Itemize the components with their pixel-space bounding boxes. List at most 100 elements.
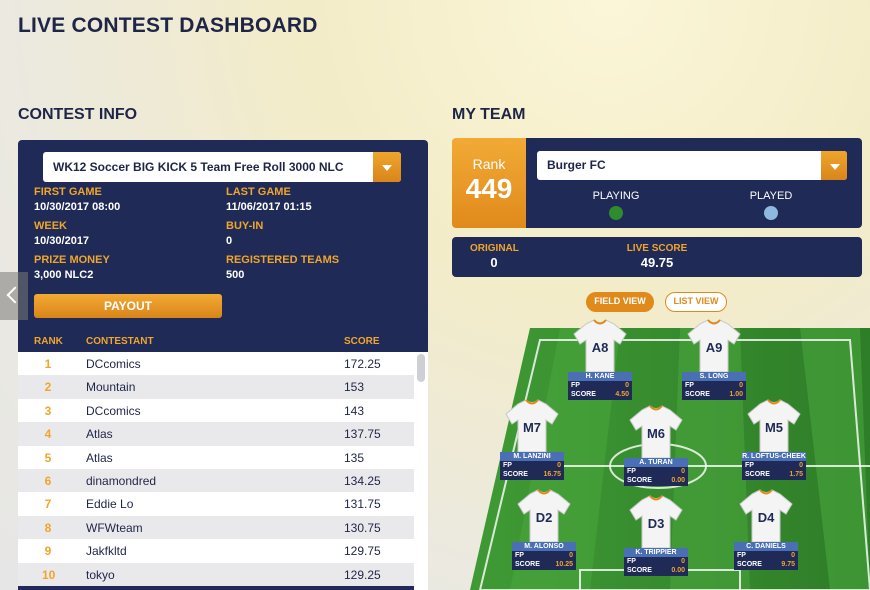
leaderboard-header: RANK CONTESTANT SCORE (18, 330, 428, 352)
row-score: 129.25 (344, 567, 381, 582)
row-score: 131.75 (344, 497, 381, 512)
score-label: SCORE (685, 391, 710, 398)
table-row[interactable]: 10 tokyo 129.25 (18, 562, 414, 586)
jersey-icon: M6 (629, 405, 683, 459)
player-stats: K. TRIPPIER FP 0 SCORE 0.00 (624, 548, 688, 576)
player-card[interactable]: A8 H. KANE FP 0 SCORE 4.50 (568, 318, 632, 400)
player-card[interactable]: D2 M. ALONSO FP 0 SCORE 10.25 (512, 488, 576, 570)
row-rank: 2 (44, 380, 52, 395)
chevron-left-icon[interactable] (0, 272, 28, 320)
rank-value: 449 (465, 173, 513, 204)
jersey-code: M6 (647, 426, 665, 441)
played-dot-icon (764, 206, 778, 220)
fp-value: 0 (739, 382, 743, 389)
player-card[interactable]: D4 C. DANIELS FP 0 SCORE 9.75 (734, 488, 798, 570)
first-game-value: 10/30/2017 08:00 (34, 201, 121, 213)
fp-label: FP (515, 552, 524, 559)
player-stats: R. LOFTUS-CHEEK FP 0 SCORE 1.75 (742, 452, 806, 480)
player-score: 1.00 (729, 391, 743, 398)
row-name: tokyo (86, 567, 115, 582)
chevron-down-icon[interactable] (373, 152, 401, 182)
table-row[interactable]: 1 DCcomics 172.25 (18, 352, 414, 376)
player-card[interactable]: M6 A. TURAN FP 0 SCORE 0.00 (624, 404, 688, 486)
jersey-code: M5 (765, 420, 783, 435)
player-name: M. ALONSO (512, 542, 576, 551)
scroll-thumb[interactable] (417, 354, 425, 382)
registered-teams-label: REGISTERED TEAMS (226, 254, 340, 266)
table-row[interactable]: 5 Atlas 135 (18, 445, 414, 469)
contest-info-heading: CONTEST INFO (18, 106, 138, 123)
row-name: Eddie Lo (86, 497, 134, 512)
played-label: PLAYED (749, 190, 793, 202)
score-label: SCORE (627, 477, 652, 484)
contest-info-panel: WK12 Soccer BIG KICK 5 Team Free Roll 30… (18, 140, 428, 590)
score-label: SCORE (745, 471, 770, 478)
contest-select[interactable]: WK12 Soccer BIG KICK 5 Team Free Roll 30… (43, 152, 401, 182)
row-score: 129.75 (344, 544, 381, 559)
fp-value: 0 (557, 462, 561, 469)
player-card[interactable]: D3 K. TRIPPIER FP 0 SCORE 0.00 (624, 494, 688, 576)
live-score-label: LIVE SCORE (626, 243, 688, 254)
fp-value: 0 (681, 558, 685, 565)
jersey-code: D2 (536, 510, 553, 525)
row-name: WFWteam (86, 520, 143, 535)
fp-value: 0 (569, 552, 573, 559)
rank-label: Rank (472, 156, 506, 172)
row-rank: 7 (44, 497, 52, 512)
row-score: 143 (344, 403, 365, 418)
row-rank: 10 (42, 567, 56, 582)
table-row[interactable]: 9 Jakfkltd 129.75 (18, 539, 414, 563)
row-rank: 6 (44, 473, 52, 488)
buy-in-value: 0 (226, 235, 233, 247)
row-name: dinamondred (86, 473, 157, 488)
player-score: 16.75 (543, 471, 561, 478)
row-score: 134.25 (344, 473, 381, 488)
page-title: LIVE CONTEST DASHBOARD (18, 14, 318, 37)
score-label: SCORE (503, 471, 528, 478)
player-name: K. TRIPPIER (624, 548, 688, 557)
row-rank: 4 (44, 427, 52, 442)
soccer-field: A8 H. KANE FP 0 SCORE 4.50 A9 S. LONG FP 0 SCORE 1.… (470, 318, 870, 590)
jersey-code: M7 (523, 420, 541, 435)
row-score: 137.75 (344, 427, 381, 442)
buy-in-label: BUY-IN (226, 220, 264, 232)
row-rank: 5 (44, 450, 52, 465)
player-name: S. LONG (682, 372, 746, 381)
row-name: Atlas (86, 427, 113, 442)
original-label: ORIGINAL (470, 243, 519, 254)
playing-dot-icon (609, 206, 623, 220)
table-row[interactable]: 3 DCcomics 143 (18, 398, 414, 423)
player-score: 9.75 (781, 561, 795, 568)
player-name: A. TURAN (624, 458, 688, 467)
fp-value: 0 (681, 468, 685, 475)
payout-button[interactable]: PAYOUT (34, 294, 222, 318)
player-card[interactable]: M5 R. LOFTUS-CHEEK FP 0 SCORE 1.75 (742, 398, 806, 480)
player-name: H. KANE (568, 372, 632, 381)
fp-value: 0 (791, 552, 795, 559)
field-view-button[interactable]: FIELD VIEW (586, 292, 654, 312)
player-stats: S. LONG FP 0 SCORE 1.00 (682, 372, 746, 400)
table-row[interactable]: 7 Eddie Lo 131.75 (18, 492, 414, 516)
last-game-value: 11/06/2017 01:15 (226, 201, 312, 213)
player-score: 4.50 (615, 391, 629, 398)
jersey-icon: D3 (629, 495, 683, 549)
row-rank: 9 (44, 544, 52, 559)
fp-value: 0 (799, 462, 803, 469)
team-select[interactable]: Burger FC (537, 151, 847, 180)
table-row[interactable]: 6 dinamondred 134.25 (18, 468, 414, 493)
table-row[interactable]: 8 WFWteam 130.75 (18, 515, 414, 540)
table-row[interactable]: 2 Mountain 153 (18, 375, 414, 399)
first-game-label: FIRST GAME (34, 186, 102, 198)
fp-value: 0 (625, 382, 629, 389)
player-score: 0.00 (671, 567, 685, 574)
score-label: SCORE (571, 391, 596, 398)
leaderboard-scrollbar[interactable] (414, 352, 428, 590)
row-rank: 8 (44, 520, 52, 535)
week-label: WEEK (34, 220, 67, 232)
score-label: SCORE (737, 561, 762, 568)
player-card[interactable]: M7 M. LANZINI FP 0 SCORE 16.75 (500, 398, 564, 480)
list-view-button[interactable]: LIST VIEW (665, 292, 727, 312)
table-row[interactable]: 4 Atlas 137.75 (18, 422, 414, 446)
chevron-down-icon[interactable] (821, 151, 847, 180)
player-card[interactable]: A9 S. LONG FP 0 SCORE 1.00 (682, 318, 746, 400)
